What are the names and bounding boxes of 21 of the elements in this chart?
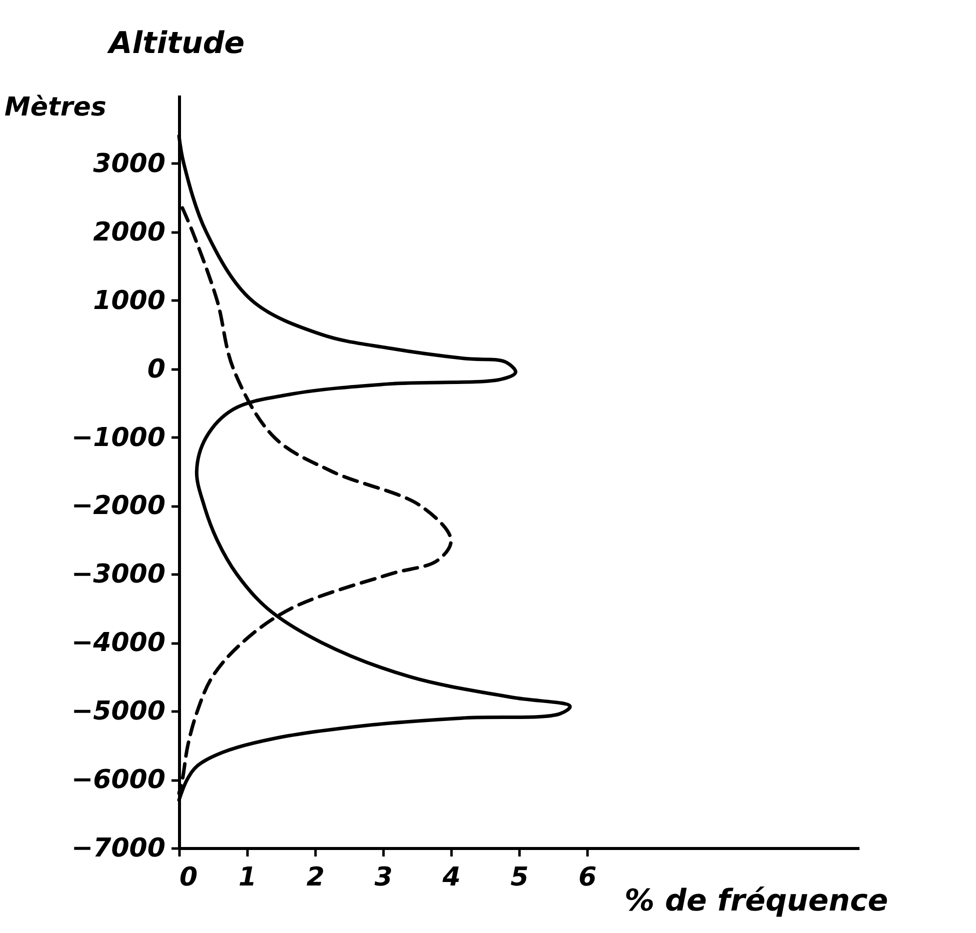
x-tick-label: 6 <box>578 862 597 892</box>
chart-title: Altitude <box>107 26 245 61</box>
x-tick-label: 4 <box>441 862 461 892</box>
y-tick-label: 2000 <box>93 217 166 248</box>
y-tick-label: −3000 <box>71 560 166 590</box>
y-tick-label: −2000 <box>71 491 166 522</box>
y-tick-label: −5000 <box>71 696 166 727</box>
y-tick-label: −4000 <box>71 628 166 658</box>
y-axis-title: Mètres <box>4 92 106 122</box>
x-tick-label: 5 <box>510 862 529 892</box>
y-tick-label: 3000 <box>93 148 166 179</box>
x-tick-label: 1 <box>238 862 257 892</box>
x-tick-label: 2 <box>306 862 325 892</box>
x-tick-label: 0 <box>180 862 198 892</box>
y-tick-label: −1000 <box>71 422 166 453</box>
y-tick-label: 0 <box>147 354 166 384</box>
x-axis-title: % de fréquence <box>624 884 888 918</box>
x-tick-label: 3 <box>374 862 393 892</box>
y-tick-label: −6000 <box>71 765 166 796</box>
y-tick-label: −7000 <box>71 834 166 864</box>
y-tick-label: 1000 <box>93 286 166 316</box>
